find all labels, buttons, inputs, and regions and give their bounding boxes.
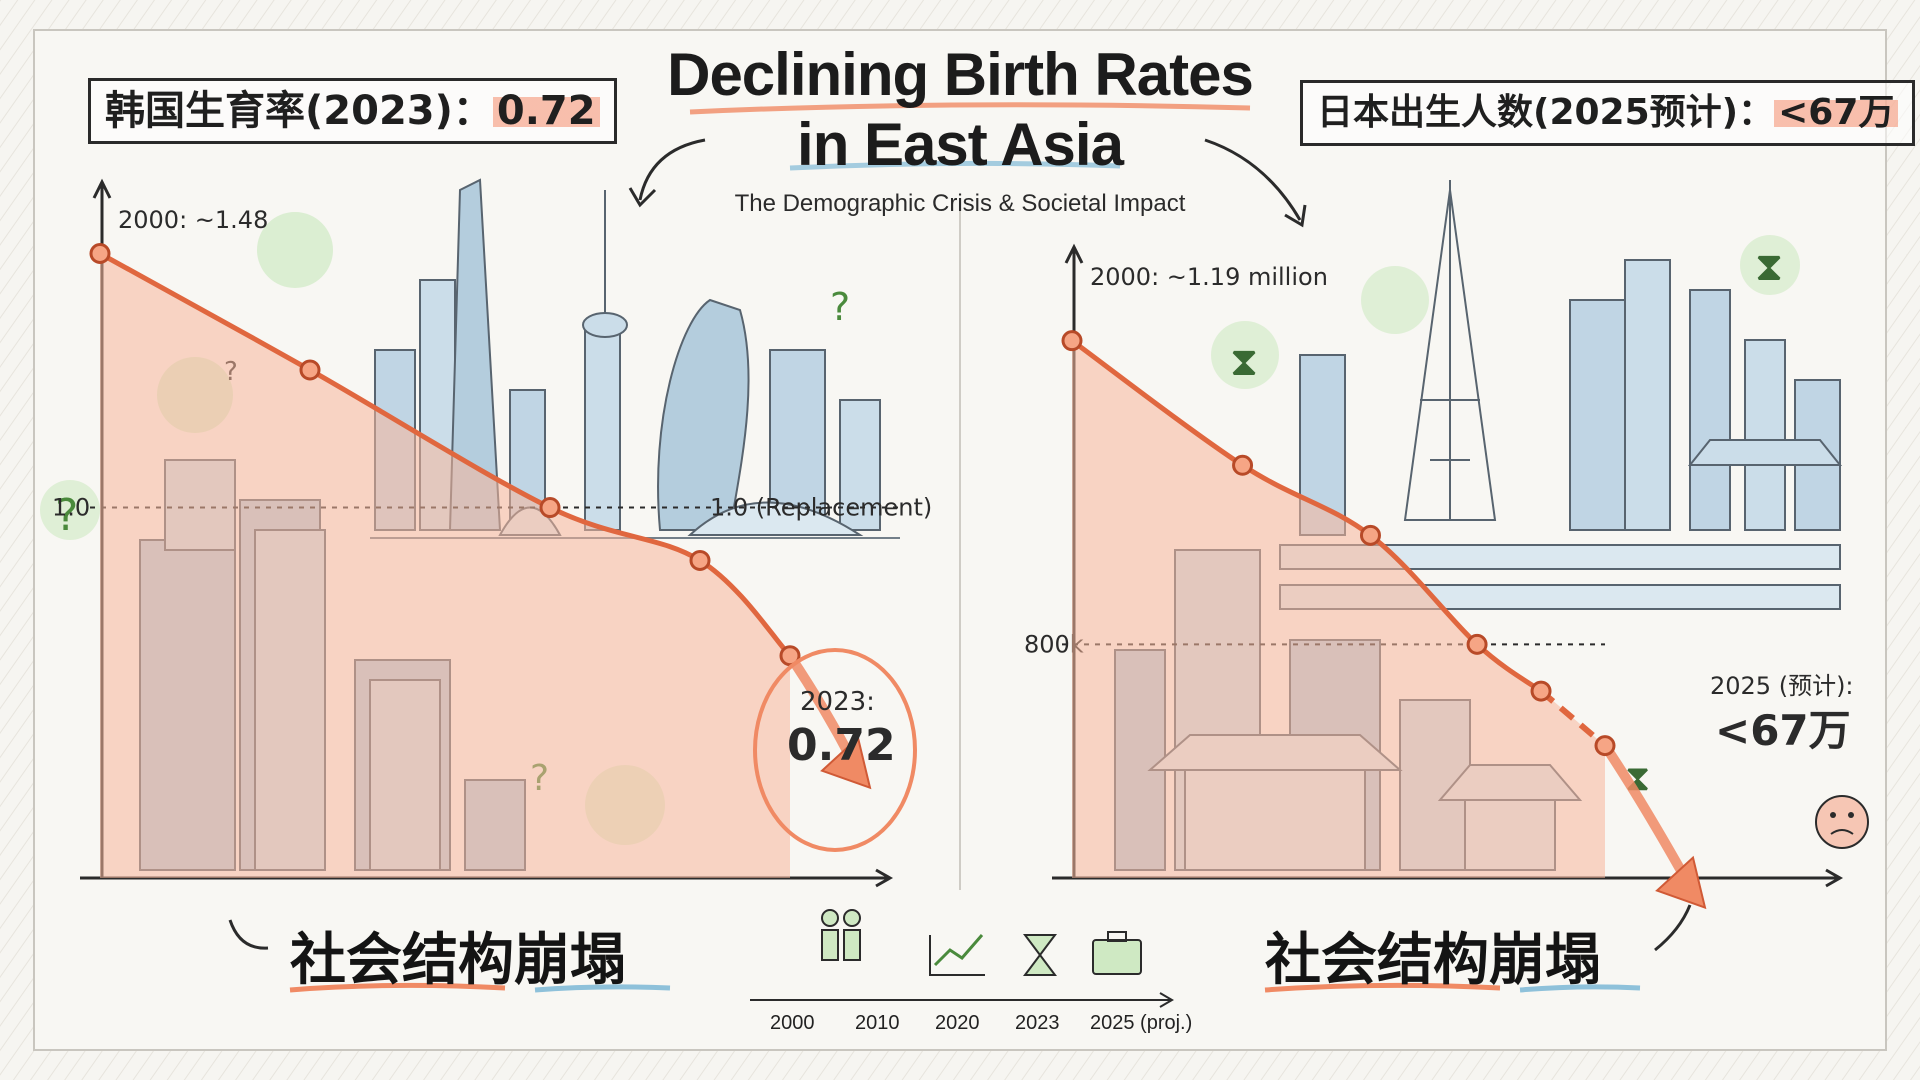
korea-fertility-stat: 韩国生育率(2023)： 0.72 [88, 78, 617, 144]
japan-start-label: 2000: ~1.19 million [1090, 263, 1328, 291]
growth-chart-icon [929, 934, 985, 976]
japan-trend-arrowhead [1655, 855, 1707, 910]
korea-x-axis-arrow [875, 868, 894, 888]
korea-data-point [89, 243, 111, 265]
japan-data-point [1594, 735, 1616, 757]
question-mark-icon: ? [830, 285, 850, 329]
timeline-label-2010: 2010 [855, 1012, 900, 1034]
timeline [750, 909, 1174, 1008]
japan-area-fill [1072, 340, 1605, 879]
page-title: Declining Birth Rates in East Asia [600, 40, 1320, 180]
korea-end-value-label: 0.72 [787, 720, 896, 771]
hourglass-icon [1023, 934, 1057, 976]
korea-area-fill [100, 253, 790, 878]
arrow-icon [638, 138, 706, 201]
japan-stat-value: <67万 [1774, 92, 1899, 133]
tokyo-skyline-illustration [1279, 180, 1843, 610]
title-line-1: Declining Birth Rates [667, 41, 1254, 108]
korea-y-axis-arrow [92, 178, 112, 199]
korea-stat-value: 0.72 [492, 88, 600, 134]
japan-data-point [1232, 454, 1254, 476]
hourglass-icon: ⧗ [1755, 244, 1783, 290]
korea-trend-arrowhead [820, 735, 872, 790]
sad-face-icon [1815, 795, 1869, 849]
japan-data-point [1061, 330, 1083, 352]
question-mark-icon: ? [55, 490, 78, 541]
korea-fertility-chart: 1.0 1.0 (Replacement) 2000: ~1.48 2023:0.72 [52, 178, 932, 888]
korea-end-highlight-circle [753, 648, 917, 852]
korea-reference-axis-label: 1.0 [52, 494, 90, 522]
korea-data-point [299, 359, 321, 381]
korea-start-label: 2000: ~1.48 [118, 206, 268, 234]
title-line-2: in East Asia [797, 111, 1124, 178]
korea-series-line [98, 251, 792, 658]
timeline-label-2000: 2000 [770, 1012, 815, 1034]
korea-stat-label: 韩国生育率(2023)： [105, 88, 493, 134]
japan-data-point [1466, 633, 1488, 655]
japan-stat-label: 日本出生人数(2025预计)： [1317, 92, 1775, 133]
japan-x-axis-arrow [1825, 868, 1844, 888]
page-subtitle: The Demographic Crisis & Societal Impact [734, 190, 1186, 217]
korea-reference-label: 1.0 (Replacement) [710, 494, 932, 522]
japan-data-point [1530, 680, 1552, 702]
family-icon [821, 909, 861, 961]
timeline-label-2025-proj: 2025 (proj.) [1090, 1012, 1193, 1034]
japan-data-point [1359, 524, 1381, 546]
left-caption: 社会结构崩塌 [290, 928, 626, 993]
briefcase-icon [1092, 931, 1142, 975]
arrow-icon [1204, 138, 1302, 221]
right-caption: 社会结构崩塌 [1265, 928, 1601, 993]
timeline-label-2020: 2020 [935, 1012, 980, 1034]
japan-end-value-label: <67万 [1715, 706, 1851, 755]
korea-data-point [539, 497, 561, 519]
timeline-label-2023: 2023 [1015, 1012, 1060, 1034]
korea-end-year-label: 2023: [800, 687, 875, 717]
korea-data-point [689, 549, 711, 571]
japan-end-year-label: 2025 (预计): [1710, 672, 1854, 700]
japan-births-stat: 日本出生人数(2025预计)： <67万 [1300, 80, 1916, 146]
hourglass-icon: ⧗ [1230, 339, 1258, 385]
japan-y-axis-arrow [1064, 243, 1084, 264]
